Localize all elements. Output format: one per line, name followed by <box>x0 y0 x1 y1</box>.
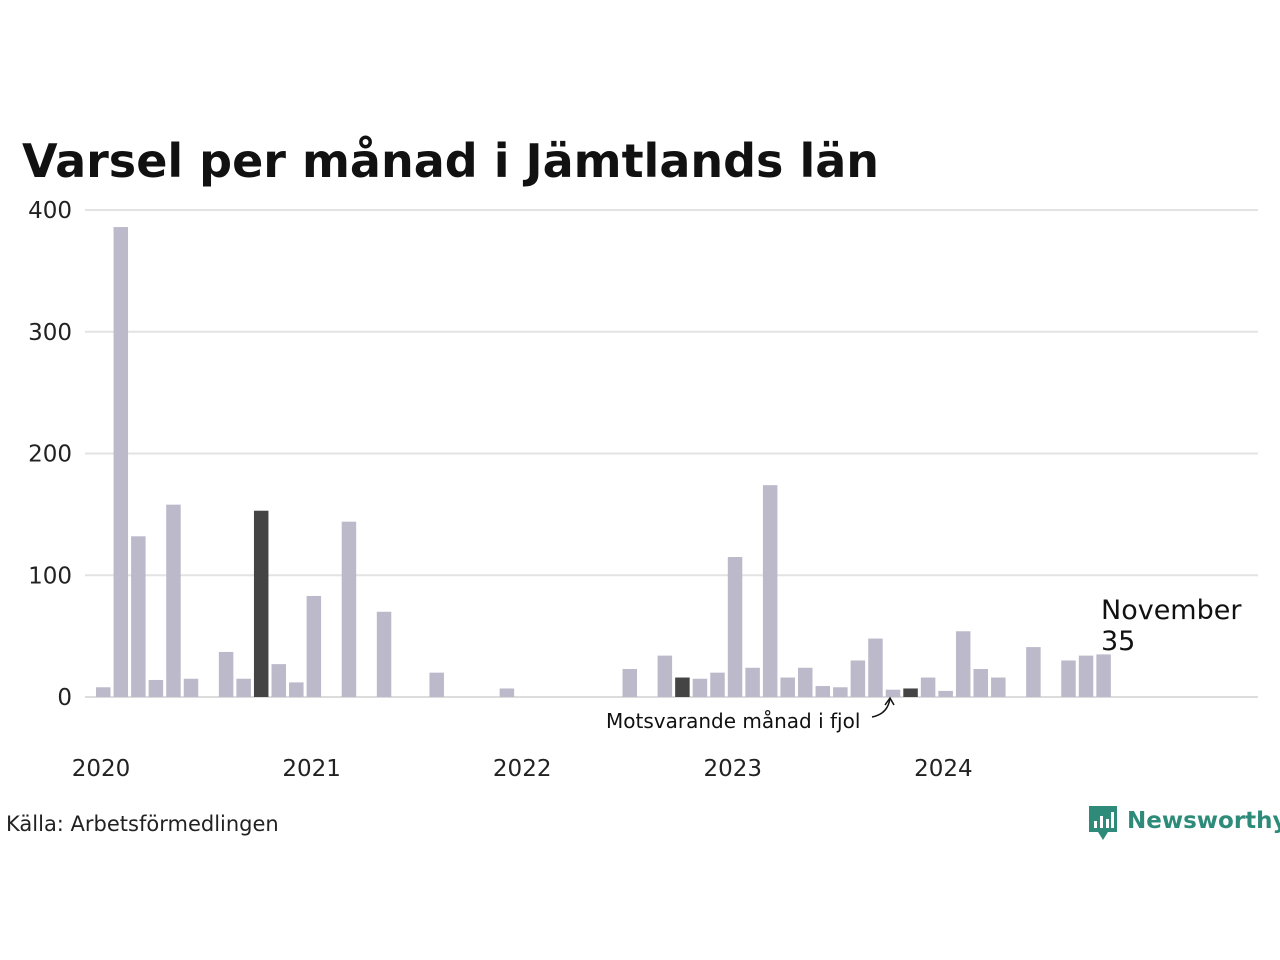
bar-2020-11 <box>271 664 286 697</box>
bar-2023-02 <box>745 667 760 697</box>
bar-2020-03 <box>131 536 146 697</box>
previous-year-annotation: Motsvarande månad i fjol <box>606 696 895 733</box>
bar-2022-10 <box>675 677 690 697</box>
y-tick-label: 400 <box>28 198 72 224</box>
bar-2024-04 <box>991 677 1006 697</box>
x-tick-label: 2024 <box>914 756 973 782</box>
y-tick-label: 300 <box>28 320 72 346</box>
y-axis-ticks: 0 100 200 300 400 <box>28 198 72 711</box>
bar-2021-03 <box>341 521 357 697</box>
bar-2024-09 <box>1078 655 1094 697</box>
bar-2023-05 <box>798 667 813 697</box>
bar-2020-10 <box>253 510 269 697</box>
bar-2022-09 <box>657 655 673 697</box>
bar-2023-07 <box>833 687 848 697</box>
x-tick-label: 2020 <box>72 756 131 782</box>
bar-2024-01 <box>938 690 953 697</box>
bar-2020-12 <box>289 682 304 697</box>
x-axis-ticks: 2020 2021 2022 2023 2024 <box>72 756 973 782</box>
brand-name: Newsworthy <box>1127 808 1280 834</box>
bar-2021-01 <box>306 595 322 697</box>
y-tick-label: 0 <box>57 685 72 711</box>
bar-2024-10 <box>1096 654 1111 697</box>
bar-2021-12 <box>499 688 515 697</box>
chart-title: Varsel per månad i Jämtlands län <box>22 134 879 188</box>
x-tick-label: 2023 <box>704 756 763 782</box>
annotation-arrowhead <box>884 696 895 706</box>
bar-2020-02 <box>113 227 129 698</box>
y-tick-label: 200 <box>28 442 72 468</box>
x-tick-label: 2021 <box>282 756 341 782</box>
x-tick-label: 2022 <box>493 756 552 782</box>
bar-2024-03 <box>973 668 988 697</box>
callout-month: November <box>1101 595 1242 626</box>
bar-2023-03 <box>762 485 778 697</box>
annotation-arrow <box>871 697 891 718</box>
bar-2023-08 <box>850 660 866 697</box>
bar-2020-04 <box>148 679 164 697</box>
bar-2022-07 <box>622 668 637 697</box>
bar-2023-04 <box>780 677 795 697</box>
bar-2020-06 <box>183 678 199 697</box>
bar-2023-11 <box>903 688 918 697</box>
bar-2021-05 <box>376 611 392 697</box>
source-note: Källa: Arbetsförmedlingen <box>6 812 279 836</box>
bar-2020-09 <box>236 678 251 697</box>
annotation-label: Motsvarande månad i fjol <box>606 709 860 733</box>
bar-2020-01 <box>96 687 111 697</box>
bar-2022-11 <box>692 678 708 697</box>
y-tick-label: 100 <box>28 563 72 589</box>
callout-value: 35 <box>1101 626 1135 657</box>
bar-chart-logo-icon <box>1089 806 1117 840</box>
bar-2021-08 <box>429 672 444 697</box>
bar-2023-10 <box>885 689 901 697</box>
bar-2023-06 <box>815 686 831 697</box>
bar-2023-09 <box>868 638 883 697</box>
newsworthy-logo: Newsworthy <box>1089 806 1280 840</box>
bar-2023-12 <box>920 677 936 697</box>
bar-2024-08 <box>1061 660 1076 697</box>
bar-2020-05 <box>166 504 181 697</box>
bar-2020-08 <box>218 651 234 697</box>
bars <box>96 227 1111 698</box>
bar-2024-02 <box>955 631 971 697</box>
bar-2024-06 <box>1026 647 1041 697</box>
bar-2022-12 <box>710 672 725 697</box>
bar-2023-01 <box>727 556 743 697</box>
